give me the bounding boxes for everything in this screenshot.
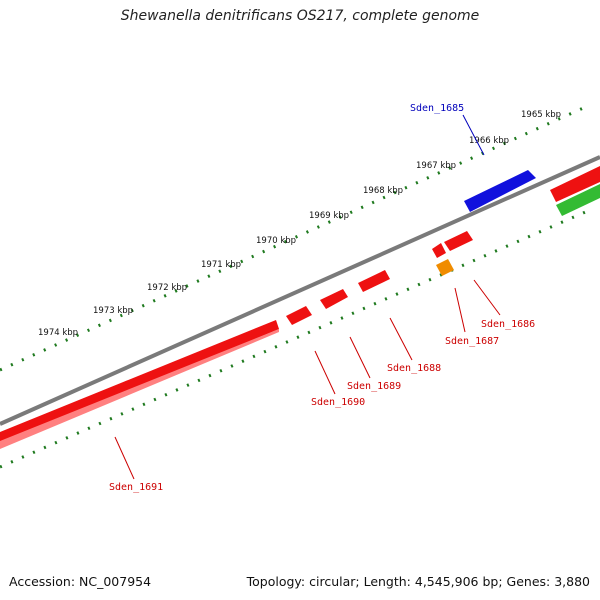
gene-sden-1687[interactable] [436,259,454,276]
kbp-label: 1974 kbp [38,328,78,338]
leader-sden-1688 [389,317,413,361]
leader-sden-1691 [114,436,135,480]
gene-label-sden-1685[interactable]: Sden_1685 [410,103,464,114]
gene-labels: Sden_1685 Sden_1686 Sden_1687 Sden_1688 … [109,103,535,493]
gene-sden-1690[interactable] [286,306,312,325]
gene-label-sden-1691[interactable]: Sden_1691 [109,482,163,493]
kbp-label: 1968 kbp [363,186,403,196]
gene-sden-1691-shade [0,329,279,449]
genome-backbone [0,155,600,426]
accession-text: Accession: NC_007954 [9,574,152,589]
leader-sden-1690 [314,350,336,395]
gene-sden-1688[interactable] [358,270,390,292]
kbp-labels: 1965 kbp 1966 kbp 1967 kbp 1968 kbp 1969… [38,110,561,338]
leader-sden-1686 [473,279,501,316]
gene-label-sden-1686[interactable]: Sden_1686 [481,319,535,330]
leader-sden-1687 [454,287,466,333]
leader-sden-1689 [349,336,371,379]
kbp-label: 1972 kbp [147,283,187,293]
kbp-label: 1970 kbp [256,236,296,246]
gene-label-sden-1690[interactable]: Sden_1690 [311,397,365,408]
kbp-label: 1967 kbp [416,161,456,171]
gene-label-sden-1689[interactable]: Sden_1689 [347,381,401,392]
kbp-label: 1965 kbp [521,110,561,120]
inner-tick-ring-line [0,208,591,469]
kbp-label: 1973 kbp [93,306,133,316]
gene-sden-1685[interactable] [464,170,536,212]
kbp-label: 1969 kbp [309,211,349,221]
inner-tick-ring [0,208,591,469]
gene-sden-1686[interactable] [444,231,473,251]
gene-sden-1686-b[interactable] [432,243,446,258]
gene-label-sden-1688[interactable]: Sden_1688 [387,363,441,374]
kbp-label: 1971 kbp [201,260,241,270]
gene-sden-1689[interactable] [320,289,348,309]
kbp-label: 1966 kbp [469,136,509,146]
label-leaders [114,114,501,480]
gene-label-sden-1687[interactable]: Sden_1687 [445,336,499,347]
gene-features [0,166,600,449]
leader-sden-1685 [462,114,485,156]
genome-summary-text: Topology: circular; Length: 4,545,906 bp… [246,574,590,589]
gene-unlabelled-green[interactable] [556,184,600,216]
map-title: Shewanella denitrificans OS217, complete… [120,8,480,24]
gene-unlabelled-red[interactable] [550,166,600,202]
